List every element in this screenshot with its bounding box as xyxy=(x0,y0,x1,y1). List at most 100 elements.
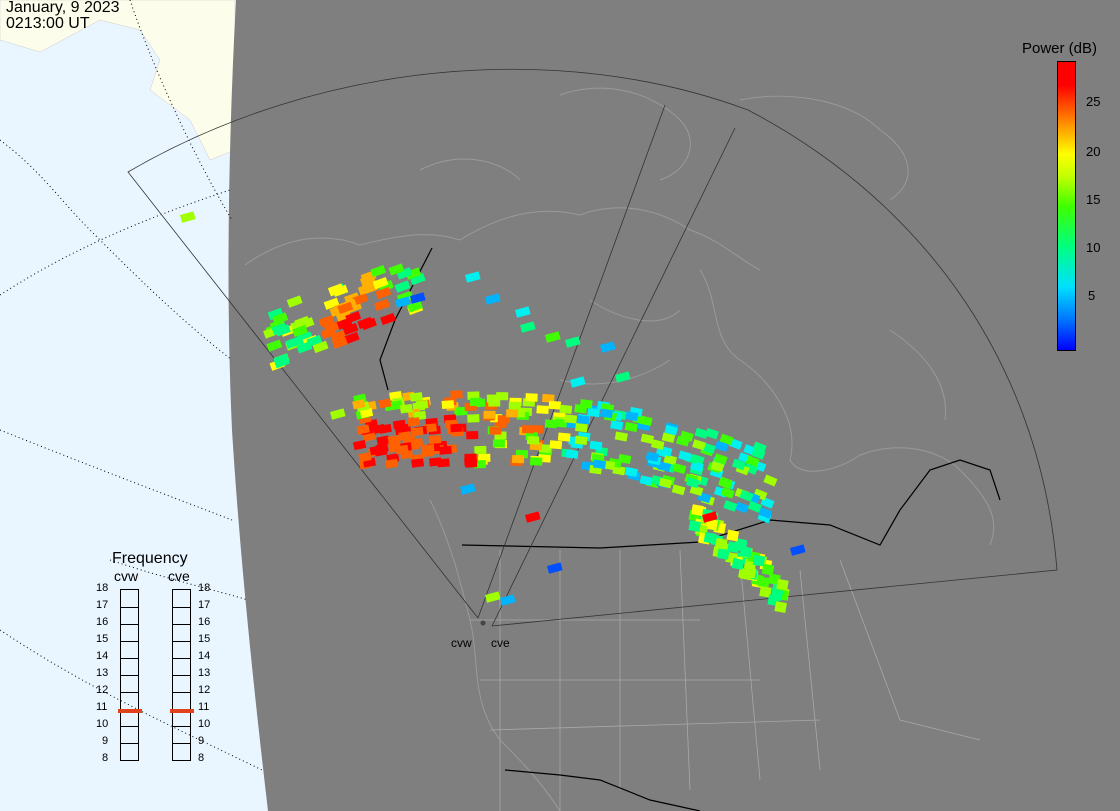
scatter-cell xyxy=(600,341,616,353)
scatter-cell xyxy=(312,340,329,354)
frequency-label-right: 15 xyxy=(198,633,211,645)
scatter-cell xyxy=(645,451,660,462)
scatter-cell xyxy=(352,293,369,306)
scatter-cell xyxy=(549,440,563,450)
frequency-label-left: 13 xyxy=(96,667,109,679)
scatter-cell xyxy=(292,324,308,338)
scatter-cell xyxy=(388,263,405,276)
colorbar-tick: 15 xyxy=(1086,192,1101,207)
scatter-cell xyxy=(705,518,719,531)
frequency-label-right: 18 xyxy=(198,582,211,594)
scatter-cell xyxy=(515,306,531,318)
frequency-grid-line xyxy=(121,641,138,642)
scatter-cell xyxy=(689,484,704,497)
scatter-cell xyxy=(640,433,655,444)
scatter-cell xyxy=(179,211,196,223)
scatter-cell xyxy=(410,426,424,437)
scatter-cell xyxy=(358,452,372,463)
scatter-cell xyxy=(492,439,505,448)
scatter-cell xyxy=(420,448,434,458)
scatter-cell xyxy=(774,601,787,613)
scatter-cell xyxy=(624,421,638,433)
scatter-cell xyxy=(441,400,455,409)
date-label: January, 9 2023 xyxy=(6,0,120,16)
frequency-label-right: 8 xyxy=(198,752,205,764)
scatter-cell xyxy=(661,432,676,444)
scatter-cell xyxy=(614,431,628,442)
scatter-cell xyxy=(499,594,516,606)
scatter-cell xyxy=(411,458,425,468)
power-colorbar xyxy=(1057,61,1076,351)
scatter-cell xyxy=(731,558,745,570)
scatter-cell xyxy=(372,276,389,290)
scatter-cell xyxy=(600,408,614,419)
scatter-cell xyxy=(529,457,543,466)
scatter-cell xyxy=(409,392,423,402)
scatter-cell xyxy=(557,432,571,442)
scatter-cell xyxy=(407,417,421,427)
radar-fov-outline xyxy=(127,68,1058,627)
frequency-label-right: 14 xyxy=(198,650,211,662)
scatter-cell xyxy=(757,576,770,589)
scatter-cell xyxy=(688,520,702,532)
scatter-cell xyxy=(328,283,344,296)
scatter-cell xyxy=(378,398,392,409)
scatter-cell xyxy=(332,336,348,349)
scatter-cell xyxy=(387,435,401,445)
scatter-cell xyxy=(576,415,590,425)
frequency-label-right: 12 xyxy=(198,684,211,696)
scatter-cell xyxy=(739,490,754,502)
scatter-cell xyxy=(455,406,468,416)
scatter-cell xyxy=(701,442,716,454)
scatter-cell xyxy=(399,403,413,414)
scatter-cell xyxy=(723,500,738,512)
scatter-cell xyxy=(593,459,607,470)
scatter-cell xyxy=(464,271,481,283)
scatter-cell xyxy=(587,407,601,418)
scatter-cell xyxy=(715,537,728,550)
scatter-cell xyxy=(727,541,740,554)
scatter-cell xyxy=(625,411,639,422)
scatter-cell xyxy=(678,450,692,462)
frequency-marker-cvw xyxy=(118,709,142,714)
scatter-cell xyxy=(570,376,586,388)
scatter-cell xyxy=(763,474,778,487)
scatter-cell xyxy=(770,589,784,601)
scatter-cell xyxy=(380,312,396,326)
scatter-cell xyxy=(506,409,519,418)
scatter-cell xyxy=(389,400,403,411)
scatter-cell xyxy=(672,463,687,475)
scatter-cell xyxy=(306,334,323,348)
scatter-cell xyxy=(536,405,549,414)
frequency-label-left: 8 xyxy=(102,752,109,764)
scatter-cell xyxy=(375,286,392,300)
scatter-cell xyxy=(692,439,706,451)
scatter-cell xyxy=(385,458,399,469)
scatter-cell xyxy=(405,267,422,280)
scatter-cell xyxy=(460,483,476,495)
scatter-cell xyxy=(671,484,686,496)
scatter-cell xyxy=(717,548,730,560)
scatter-cell xyxy=(467,391,480,400)
frequency-label-left: 15 xyxy=(96,633,109,645)
scatter-cell xyxy=(759,586,772,598)
legend-title: Power (dB) xyxy=(1022,40,1098,57)
scatter-cell xyxy=(745,455,760,468)
frequency-grid-line xyxy=(121,692,138,693)
scatter-cell xyxy=(488,398,501,407)
frequency-label-right: 17 xyxy=(198,599,211,611)
scatter-cell xyxy=(485,293,501,305)
scatter-cell xyxy=(469,397,483,406)
scatter-cell xyxy=(335,309,352,322)
scatter-cell xyxy=(410,292,426,304)
scatter-cell xyxy=(719,433,734,446)
scatter-cell xyxy=(342,322,359,336)
radar-name-east: cve xyxy=(168,568,190,584)
scatter-cell xyxy=(356,424,370,435)
scatter-cell xyxy=(352,439,367,451)
scatter-cell xyxy=(624,466,638,478)
scatter-cell xyxy=(731,458,746,471)
colorbar-tick: 20 xyxy=(1086,144,1101,159)
time-label: 0213:00 UT xyxy=(6,15,90,32)
scatter-cell xyxy=(272,312,289,325)
